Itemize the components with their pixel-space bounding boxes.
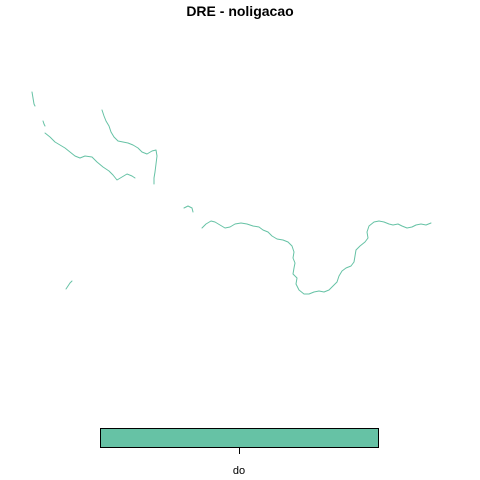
map-title: DRE - noligacao [186,3,294,19]
river-segment [201,220,432,295]
river-segment [183,205,194,213]
river-segment [42,120,46,127]
river-segment [31,91,36,107]
legend-tick [239,448,240,454]
river-segment [65,280,73,290]
river-segment [44,132,136,181]
legend-label: do [232,465,246,477]
legend-color-box [100,428,379,448]
river-segment [101,109,158,185]
